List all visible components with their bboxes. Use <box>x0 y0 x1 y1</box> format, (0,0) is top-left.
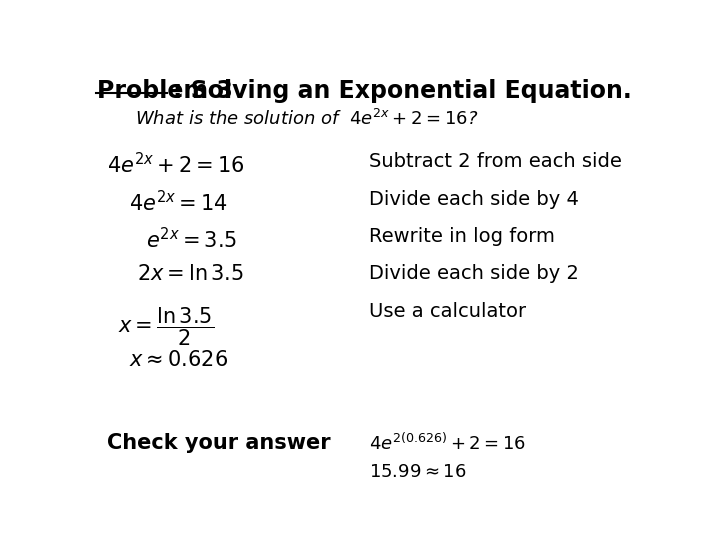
Text: $4e^{2(0.626)} + 2 = 16$: $4e^{2(0.626)} + 2 = 16$ <box>369 433 526 454</box>
Text: $2x = \ln 3.5$: $2x = \ln 3.5$ <box>138 265 244 285</box>
Text: Subtract 2 from each side: Subtract 2 from each side <box>369 152 622 171</box>
Text: $15.99 \approx 16$: $15.99 \approx 16$ <box>369 463 467 481</box>
Text: $e^{2x} = 3.5$: $e^{2x} = 3.5$ <box>145 227 237 252</box>
Text: Divide each side by 2: Divide each side by 2 <box>369 265 579 284</box>
Text: : Solving an Exponential Equation.: : Solving an Exponential Equation. <box>173 79 631 103</box>
Text: $4e^{2x} = 14$: $4e^{2x} = 14$ <box>129 190 228 215</box>
Text: $x = \dfrac{\ln 3.5}{2}$: $x = \dfrac{\ln 3.5}{2}$ <box>118 306 214 348</box>
Text: Check your answer: Check your answer <box>107 433 330 453</box>
Text: Use a calculator: Use a calculator <box>369 302 526 321</box>
Text: Problem 3: Problem 3 <box>96 79 233 103</box>
Text: $x \approx 0.626$: $x \approx 0.626$ <box>129 349 228 369</box>
Text: Divide each side by 4: Divide each side by 4 <box>369 190 579 208</box>
Text: What is the solution of  $4e^{2x} + 2 = 16$?: What is the solution of $4e^{2x} + 2 = 1… <box>135 109 478 129</box>
Text: $4e^{2x} + 2 = 16$: $4e^{2x} + 2 = 16$ <box>107 152 244 177</box>
Text: Rewrite in log form: Rewrite in log form <box>369 227 555 246</box>
